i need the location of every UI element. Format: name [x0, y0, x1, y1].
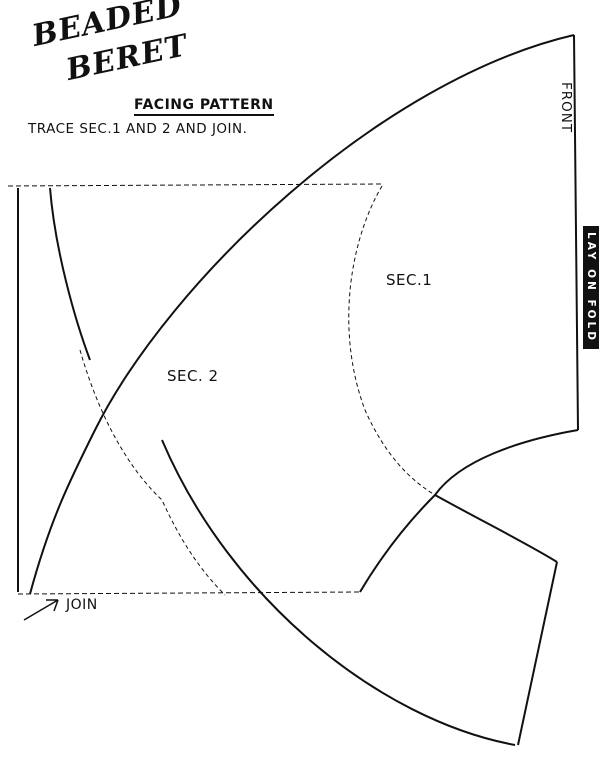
sec2-top-dashed	[7, 183, 383, 187]
sec1-inner-arc	[433, 429, 579, 563]
sec1-inner-arc-dashed	[348, 185, 436, 496]
sec2-bottom-dashed	[17, 591, 361, 595]
join-arrow	[23, 599, 59, 621]
sec2-curve	[49, 187, 91, 361]
trace-instruction: TRACE SEC.1 AND 2 AND JOIN.	[28, 121, 248, 137]
sec1-bottom-edge	[517, 561, 558, 746]
sec1-label: SEC.1	[386, 271, 433, 289]
sec1-outer-arc-dashed	[79, 349, 226, 596]
join-label: JOIN	[66, 597, 98, 613]
front-edge	[573, 34, 579, 431]
pattern-heading: FACING PATTERN	[134, 97, 274, 116]
sec2-inner-curve	[359, 494, 436, 593]
front-label: FRONT	[558, 82, 574, 134]
sec1-outer-arc-lower	[161, 439, 516, 746]
lay-on-fold-label: LAY ON FOLD	[583, 226, 599, 349]
sec1-outer-arc	[29, 34, 575, 595]
sec2-label: SEC. 2	[167, 367, 219, 385]
